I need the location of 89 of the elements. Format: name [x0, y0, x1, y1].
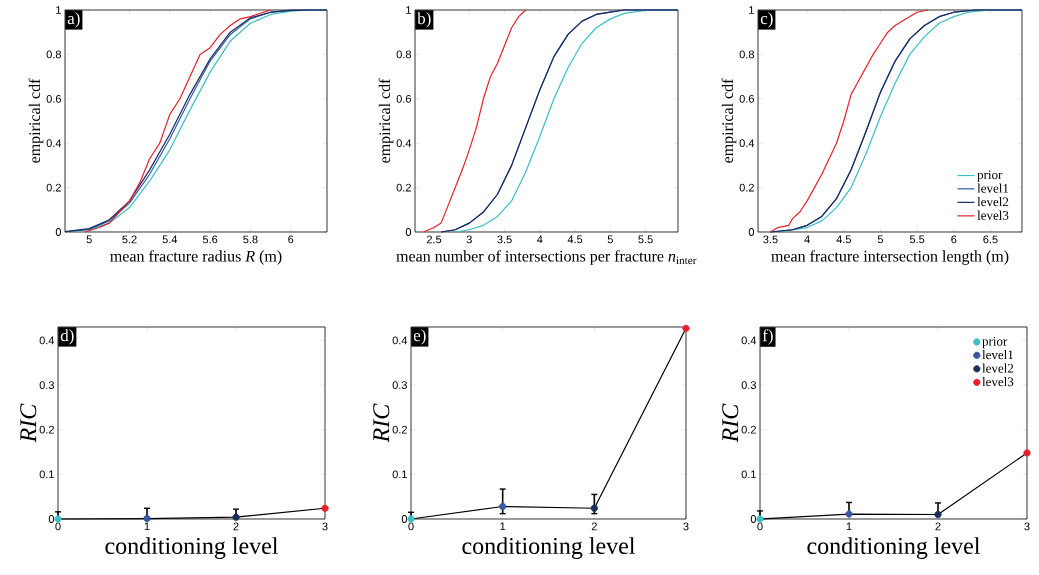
legend-label: level2: [977, 197, 1009, 207]
y-tick-label: 0.8: [739, 50, 754, 59]
x-tick-label: 2.5: [426, 235, 442, 244]
y-tick-label: 0.2: [392, 425, 407, 434]
x-axis-title: mean number of intersections per fracture n$_{inter}$: [396, 250, 697, 265]
y-tick-label: 0: [750, 515, 757, 523]
x-tick-label: 4.5: [836, 235, 851, 244]
x-tick-label: 5.5: [909, 235, 925, 244]
annotation: e): [413, 329, 426, 345]
y-tick-label: 0.3: [392, 381, 407, 389]
y-tick-label: 0: [401, 515, 408, 523]
x-tick-label: 0: [757, 522, 763, 531]
y-tick-label: 0.4: [739, 139, 755, 148]
x-tick-label: 5.8: [243, 235, 258, 244]
y-tick-label: 0: [748, 228, 755, 236]
y-tick-label: 0.2: [741, 425, 756, 434]
x-tick-label: 3.5: [497, 235, 512, 244]
annotation: f): [762, 329, 773, 345]
x-tick-label: 2: [591, 522, 597, 531]
x-axis-title: conditioning level: [105, 537, 279, 559]
y-tick-label: 0: [405, 228, 412, 236]
x-tick-label: 6: [288, 235, 294, 244]
y-axis-title: empirical cdf: [721, 78, 737, 163]
legend-label: level3: [982, 377, 1014, 387]
x-axis-title: mean fracture radius R (m): [110, 250, 282, 265]
y-tick-label: 0.1: [392, 470, 407, 479]
y-tick-label: 0.2: [46, 183, 61, 192]
x-tick-label: 4.5: [567, 235, 583, 244]
x-tick-label: 3.5: [763, 235, 778, 244]
x-tick-label: 3: [466, 235, 472, 244]
y-tick-label: 0.6: [46, 94, 61, 103]
x-tick-label: 6.5: [983, 235, 998, 244]
y-tick-label: 0.4: [39, 336, 55, 345]
annotation: d): [60, 329, 74, 345]
x-tick-label: 6: [951, 235, 957, 244]
y-tick-label: 0.4: [396, 139, 412, 148]
annotation: c): [760, 12, 773, 28]
y-axis-title: RIC: [722, 403, 739, 443]
y-tick-label: 0.4: [46, 139, 62, 148]
x-tick-label: 4: [804, 235, 810, 244]
y-tick-label: 0.2: [739, 183, 754, 192]
y-tick-label: 0.6: [396, 94, 411, 103]
x-tick-label: 5.5: [638, 235, 653, 244]
x-tick-label: 3: [683, 522, 689, 531]
x-axis-title: mean fracture intersection length (m): [771, 250, 1009, 265]
y-tick-label: 1: [56, 6, 61, 14]
legend-label: prior: [982, 336, 1008, 349]
y-axis-title: empirical cdf: [28, 78, 44, 163]
y-tick-label: 0.8: [46, 50, 61, 59]
y-axis-title: empirical cdf: [378, 78, 394, 163]
x-tick-label: 1: [846, 522, 852, 531]
x-tick-label: 5.2: [122, 235, 137, 244]
y-axis-title: RIC: [20, 403, 37, 443]
legend-label: level2: [982, 363, 1014, 373]
y-tick-label: 1: [749, 6, 754, 14]
x-tick-label: 5: [607, 235, 613, 244]
y-tick-label: 0.4: [741, 336, 757, 345]
x-tick-label: 5.6: [202, 235, 218, 244]
x-axis-title: conditioning level: [807, 537, 980, 559]
y-tick-label: 0.3: [741, 381, 756, 389]
y-tick-label: 0.6: [739, 94, 754, 103]
x-tick-label: 3: [322, 522, 328, 531]
x-tick-label: 5.4: [162, 235, 178, 244]
y-tick-label: 0.1: [741, 470, 756, 479]
y-tick-label: 0.1: [39, 470, 54, 479]
x-tick-label: 1: [144, 522, 150, 531]
legend-label: prior: [977, 170, 1003, 182]
y-tick-label: 0.2: [396, 183, 411, 192]
y-tick-label: 0.2: [39, 425, 54, 434]
y-tick-label: 0.3: [39, 381, 54, 389]
x-tick-label: 5: [86, 235, 92, 244]
y-tick-label: 1: [406, 6, 411, 14]
x-tick-label: 5: [877, 235, 884, 244]
x-axis-title: conditioning level: [462, 537, 635, 559]
legend-label: level1: [977, 183, 1009, 193]
y-tick-label: 0: [55, 228, 62, 236]
x-tick-label: 1: [500, 522, 506, 531]
y-axis-title: RIC: [373, 403, 390, 443]
y-tick-label: 0.4: [392, 336, 408, 345]
y-tick-label: 0: [48, 515, 55, 523]
y-tick-label: 0.8: [396, 50, 411, 59]
legend-label: level1: [982, 350, 1014, 360]
x-tick-label: 4: [537, 235, 543, 244]
annotation: b): [417, 12, 431, 28]
x-tick-label: 2: [233, 522, 239, 531]
x-tick-label: 3: [1024, 522, 1030, 531]
annotation: a): [67, 12, 80, 28]
x-tick-label: 2: [935, 522, 941, 531]
legend-label: level3: [977, 210, 1009, 220]
